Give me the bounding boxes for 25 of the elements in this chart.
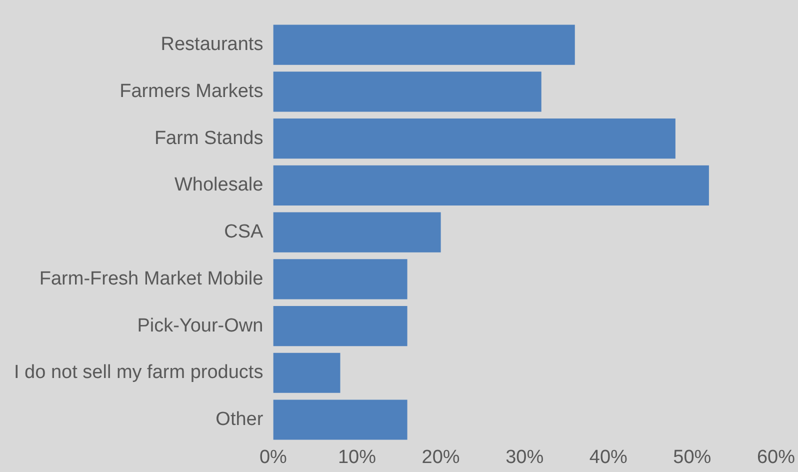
x-tick-label: 50% <box>673 446 712 468</box>
x-tick-label: 10% <box>338 446 376 468</box>
y-tick-label: Restaurants <box>160 34 264 56</box>
bar <box>273 400 408 440</box>
y-tick-label: Farm Stands <box>154 128 264 149</box>
bar <box>273 118 676 159</box>
y-tick-label: Farm-Fresh Market Mobile <box>39 268 264 290</box>
y-tick-label: I do not sell my farm products <box>14 362 264 384</box>
x-tick-label: 40% <box>589 446 628 468</box>
y-tick-label: Other <box>216 409 264 430</box>
x-tick-label: 20% <box>422 446 460 468</box>
y-tick-label: CSA <box>224 222 264 243</box>
bar <box>273 165 709 206</box>
y-tick-label: Farmers Markets <box>120 80 264 102</box>
bar <box>273 306 408 346</box>
bar <box>273 72 542 112</box>
bar <box>273 212 441 252</box>
x-tick-label: 0% <box>259 446 288 468</box>
bar <box>273 24 575 65</box>
x-tick-label: 30% <box>506 446 544 468</box>
y-tick-label: Wholesale <box>174 174 264 196</box>
x-tick-label: 60% <box>756 446 796 468</box>
bar <box>273 352 340 393</box>
bar <box>273 259 408 300</box>
y-tick-label: Pick-Your-Own <box>137 315 264 336</box>
